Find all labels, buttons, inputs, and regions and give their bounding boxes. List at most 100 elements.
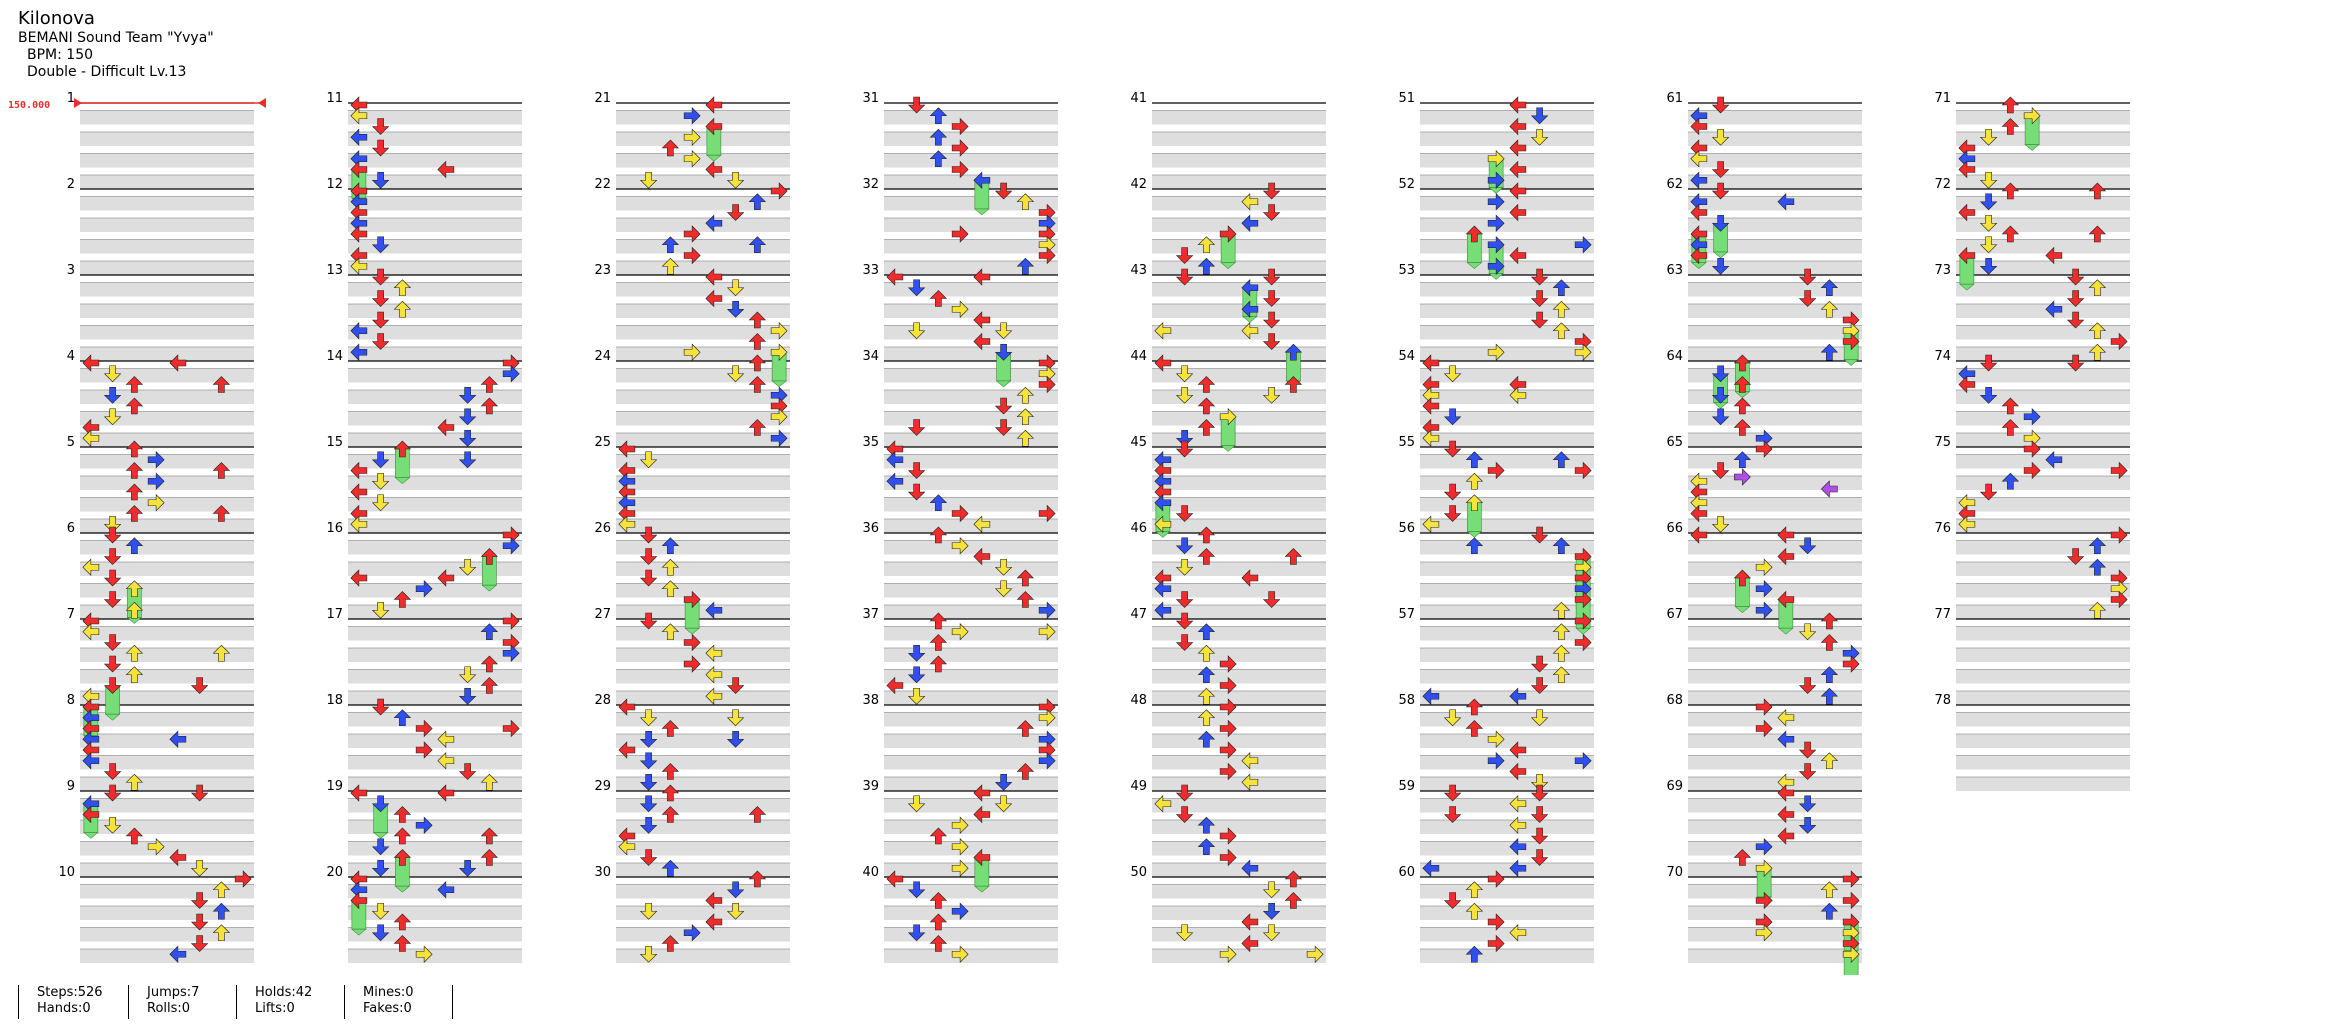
arrow-down-icon [1979, 483, 1998, 501]
measure-number: 6 [67, 521, 75, 536]
arrow-right-icon [1038, 601, 1056, 619]
arrow-down-icon [1175, 386, 1194, 404]
arrow-right-icon [147, 494, 165, 512]
measure-number: 4 [67, 349, 75, 364]
arrow-down-icon [1798, 741, 1817, 759]
beat-stripe [616, 304, 790, 318]
arrow-up-icon [1016, 569, 1035, 587]
arrow-left-icon [1422, 515, 1440, 533]
beat-stripe [1688, 906, 1862, 920]
arrow-down-icon [907, 666, 926, 684]
mine-icon [1734, 468, 1751, 486]
beat-stripe [884, 540, 1058, 555]
stats-col-holds: Holds:42 Lifts:0 [236, 985, 312, 1019]
arrow-down-icon [907, 881, 926, 899]
arrow-right-icon [1755, 838, 1773, 856]
beat-stripe [1152, 368, 1326, 383]
arrow-down-icon [371, 472, 390, 490]
arrow-up-icon [661, 139, 680, 157]
arrow-down-icon [726, 881, 745, 899]
arrow-down-icon [994, 580, 1013, 598]
beat-stripe [348, 648, 522, 662]
beat-stripe [80, 218, 254, 232]
arrow-right-icon [683, 246, 701, 265]
arrow-left-icon [1241, 934, 1259, 953]
arrow-right-icon [1755, 698, 1773, 716]
arrow-down-icon [1443, 483, 1462, 501]
arrow-left-icon [1777, 547, 1795, 566]
arrow-left-icon [169, 730, 187, 748]
beat-stripe [884, 110, 1058, 125]
arrow-up-icon [393, 279, 412, 297]
arrow-down-icon [1175, 440, 1194, 458]
beat-stripe [348, 368, 522, 383]
arrow-down-icon [994, 182, 1013, 200]
arrow-down-icon [1530, 784, 1549, 802]
arrow-up-icon [480, 655, 499, 673]
freeze-hold-tail [995, 380, 1012, 388]
measure-number: 25 [594, 435, 611, 450]
beat-stripe [80, 175, 254, 189]
arrow-left-icon [886, 451, 904, 469]
arrow-right-icon [1038, 246, 1056, 265]
arrow-up-icon [393, 709, 412, 727]
arrow-up-icon [125, 483, 144, 501]
arrow-right-icon [502, 612, 520, 630]
arrow-left-icon [1509, 139, 1527, 157]
beat-stripe [1152, 820, 1326, 834]
arrow-left-icon [350, 515, 368, 533]
beat-stripe [1152, 648, 1326, 662]
measure-number: 16 [326, 521, 343, 536]
beat-stripe [1688, 841, 1862, 856]
beat-stripe [80, 476, 254, 490]
arrow-up-icon [212, 644, 231, 662]
arrow-up-icon [1465, 902, 1484, 920]
arrow-left-icon [1509, 386, 1527, 404]
beat-stripe [1420, 368, 1594, 383]
arrow-down-icon [726, 171, 745, 189]
arrow-up-icon [929, 827, 948, 845]
measure-number: 9 [67, 779, 75, 794]
arrow-left-icon [973, 515, 991, 533]
arrow-left-icon [82, 805, 100, 824]
arrow-left-icon [437, 752, 455, 770]
arrow-down-icon [2066, 311, 2085, 329]
arrow-right-icon [683, 655, 701, 673]
beat-stripe [80, 562, 254, 576]
arrow-up-icon [1465, 698, 1484, 716]
arrow-down-icon [371, 290, 390, 307]
arrow-right-icon [415, 945, 433, 963]
arrow-down-icon [639, 816, 658, 834]
arrow-right-icon [683, 225, 701, 243]
arrow-up-icon [2088, 322, 2107, 340]
beat-stripe [884, 626, 1058, 641]
arrow-left-icon [1777, 784, 1795, 802]
arrow-down-icon [1530, 107, 1549, 125]
arrow-up-icon [1465, 494, 1484, 512]
beat-stripe [348, 476, 522, 490]
arrow-right-icon [1487, 257, 1505, 275]
beat-stripe [1420, 841, 1594, 856]
beat-stripe [884, 734, 1058, 748]
arrow-up-icon [1733, 376, 1752, 393]
measure-number: 40 [862, 865, 879, 880]
beat-stripe [1420, 390, 1594, 404]
arrow-down-icon [1530, 677, 1549, 694]
arrow-down-icon [1711, 128, 1730, 146]
beat-stripe [1420, 884, 1594, 899]
arrow-up-icon [1552, 666, 1571, 684]
beat-stripe [348, 605, 522, 619]
arrow-right-icon [1219, 945, 1237, 963]
arrow-up-icon [748, 333, 767, 350]
beat-stripe [884, 218, 1058, 232]
arrow-left-icon [1154, 494, 1172, 512]
beat-stripe [1420, 777, 1594, 791]
arrow-down-icon [1175, 537, 1194, 555]
arrow-left-icon [1422, 397, 1440, 415]
measure-number: 50 [1130, 865, 1147, 880]
freeze-hold-tail [1778, 627, 1794, 635]
arrow-up-icon [1197, 419, 1216, 436]
steps-count: Steps:526 [37, 985, 103, 1000]
measure-number: 1 [67, 91, 75, 106]
arrow-up-icon [929, 913, 948, 931]
